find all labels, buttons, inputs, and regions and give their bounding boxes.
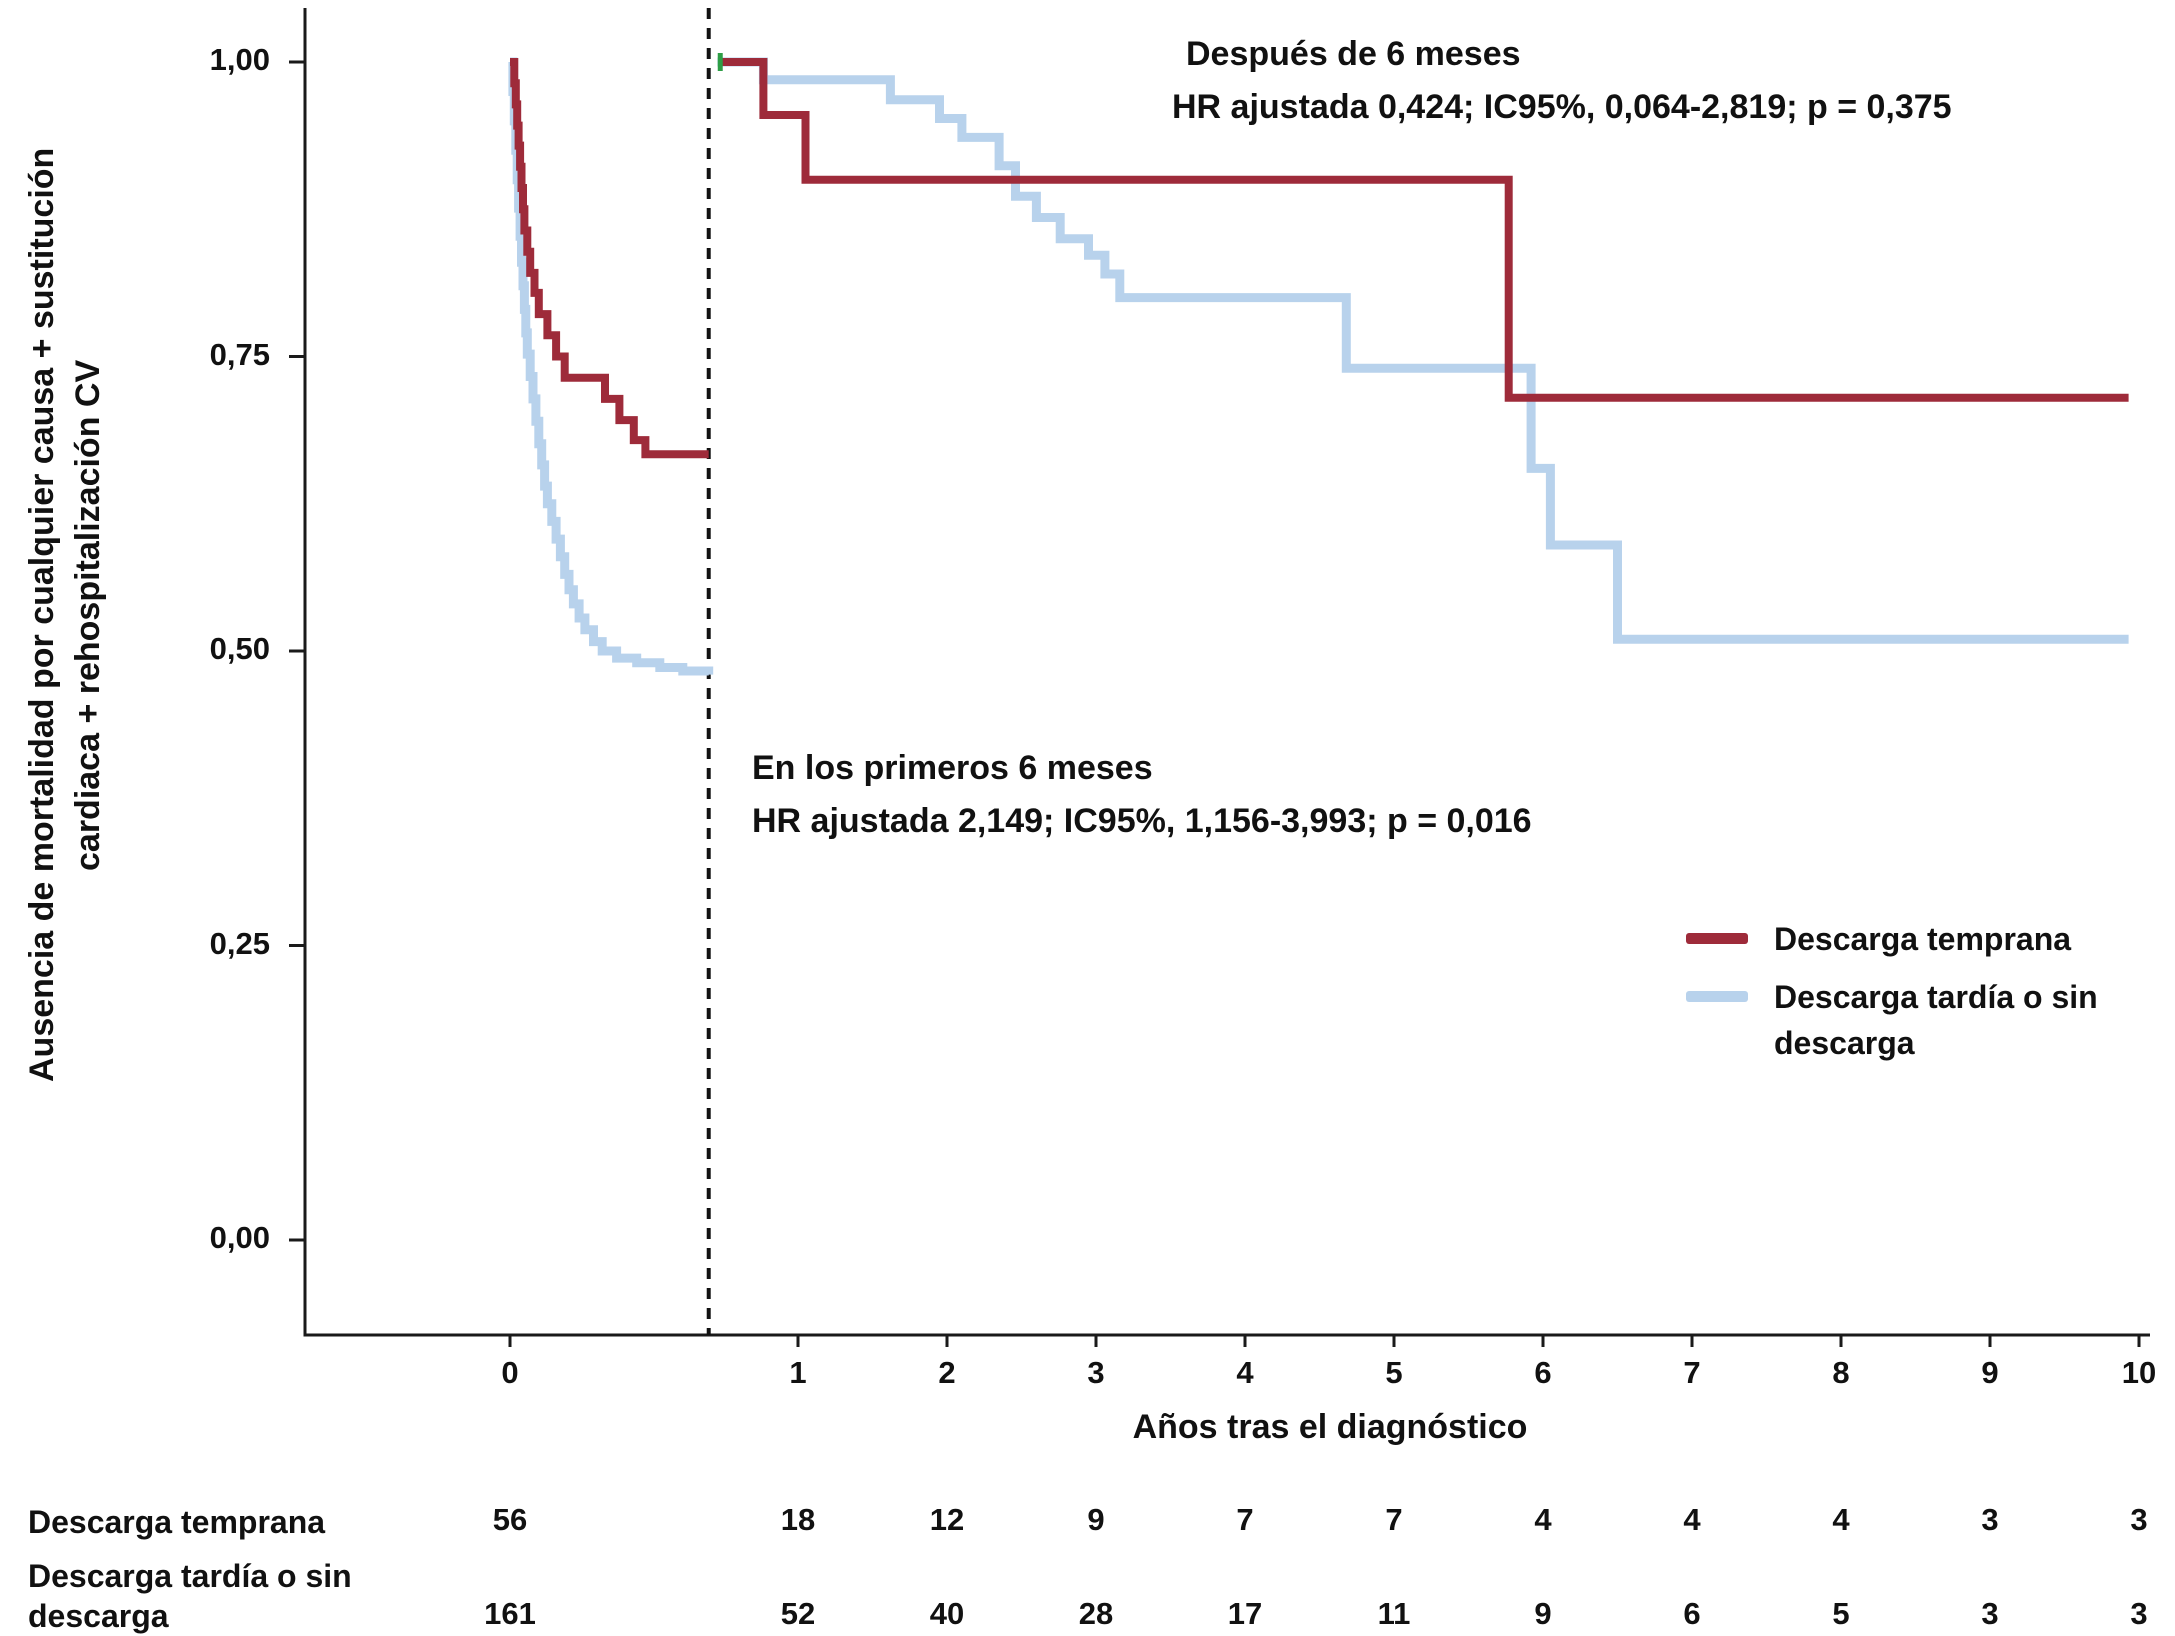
x-tick-label: 5 — [1385, 1355, 1403, 1390]
late-discharge-curve-segment-pre — [508, 57, 714, 676]
risk-count: 3 — [1981, 1596, 1999, 1631]
risk-count: 40 — [929, 1596, 965, 1631]
x-tick-label: 0 — [501, 1355, 519, 1390]
risk-count: 5 — [1832, 1596, 1850, 1631]
x-tick-label: 9 — [1981, 1355, 1999, 1390]
risk-count: 12 — [929, 1502, 965, 1537]
risk-count: 3 — [1981, 1502, 1999, 1537]
risk-count: 52 — [780, 1596, 816, 1631]
annotation-after-6-months: Después de 6 meses HR ajustada 0,424; IC… — [1172, 28, 1952, 134]
y-axis-label-line1: Ausencia de mortalidad por cualquier cau… — [23, 147, 61, 1083]
risk-count: 6 — [1683, 1596, 1701, 1631]
x-tick-label: 1 — [789, 1355, 807, 1390]
annotation-before-line2: HR ajustada 2,149; IC95%, 1,156-3,993; p… — [752, 802, 1532, 840]
legend-swatch-early-discharge — [1686, 933, 1748, 944]
early-discharge-curve-segment-post — [720, 58, 2129, 402]
legend-item-late-or-no-discharge: Descarga tardía o sin descarga — [1686, 974, 2164, 1066]
y-tick-label: 0,75 — [209, 336, 270, 372]
axis-lines — [303, 8, 2150, 1337]
risk-count: 161 — [484, 1596, 536, 1631]
risk-count: 7 — [1385, 1502, 1403, 1537]
risk-row-label-late-or-no-discharge: Descarga tardía o sin descarga — [28, 1558, 352, 1634]
late-discharge-curve-segment-post — [717, 57, 2129, 644]
x-tick-label: 4 — [1236, 1355, 1254, 1390]
risk-count: 56 — [492, 1502, 528, 1537]
annotation-after-line2: HR ajustada 0,424; IC95%, 0,064-2,819; p… — [1172, 88, 1952, 126]
risk-count: 4 — [1534, 1502, 1552, 1537]
annotation-first-6-months: En los primeros 6 meses HR ajustada 2,14… — [752, 742, 1532, 848]
risk-count: 18 — [780, 1502, 816, 1537]
risk-count: 3 — [2130, 1502, 2148, 1537]
y-axis-label-line2: cardiaca + rehospitalización CV — [69, 359, 107, 871]
x-tick-label: 10 — [2121, 1355, 2157, 1390]
legend-label-late-or-no-discharge: Descarga tardía o sin descarga — [1774, 979, 2098, 1061]
legend-swatch-late-or-no-discharge — [1686, 991, 1748, 1002]
y-tick-label: 0,00 — [209, 1220, 270, 1255]
early-discharge-curve-segment-pre — [510, 58, 709, 459]
annotation-after-line1: Después de 6 meses — [1186, 35, 1521, 73]
legend-item-early-discharge: Descarga temprana — [1686, 916, 2164, 962]
risk-count: 4 — [1683, 1502, 1701, 1537]
risk-count: 9 — [1087, 1502, 1105, 1537]
risk-count: 4 — [1832, 1502, 1850, 1537]
legend: Descarga temprana Descarga tardía o sin … — [1686, 916, 2164, 1078]
y-tick-label: 0,25 — [209, 925, 270, 961]
risk-count: 11 — [1377, 1596, 1411, 1631]
risk-row-label-early-discharge: Descarga temprana — [28, 1504, 326, 1540]
y-tick-label: 1,00 — [209, 42, 270, 77]
x-tick-label: 6 — [1534, 1355, 1552, 1390]
risk-count: 3 — [2130, 1596, 2148, 1631]
risk-count: 7 — [1236, 1502, 1254, 1537]
annotation-before-line1: En los primeros 6 meses — [752, 749, 1153, 787]
x-tick-label: 2 — [938, 1355, 956, 1390]
x-tick-label: 3 — [1087, 1355, 1105, 1390]
x-axis-title: Años tras el diagnóstico — [1132, 1408, 1528, 1446]
risk-count: 9 — [1534, 1596, 1552, 1631]
risk-count: 28 — [1078, 1596, 1114, 1631]
y-tick-label: 0,50 — [209, 631, 270, 666]
legend-label-early-discharge: Descarga temprana — [1774, 921, 2072, 957]
risk-count: 17 — [1227, 1596, 1263, 1631]
x-tick-label: 8 — [1832, 1355, 1850, 1390]
x-tick-label: 7 — [1683, 1355, 1701, 1390]
